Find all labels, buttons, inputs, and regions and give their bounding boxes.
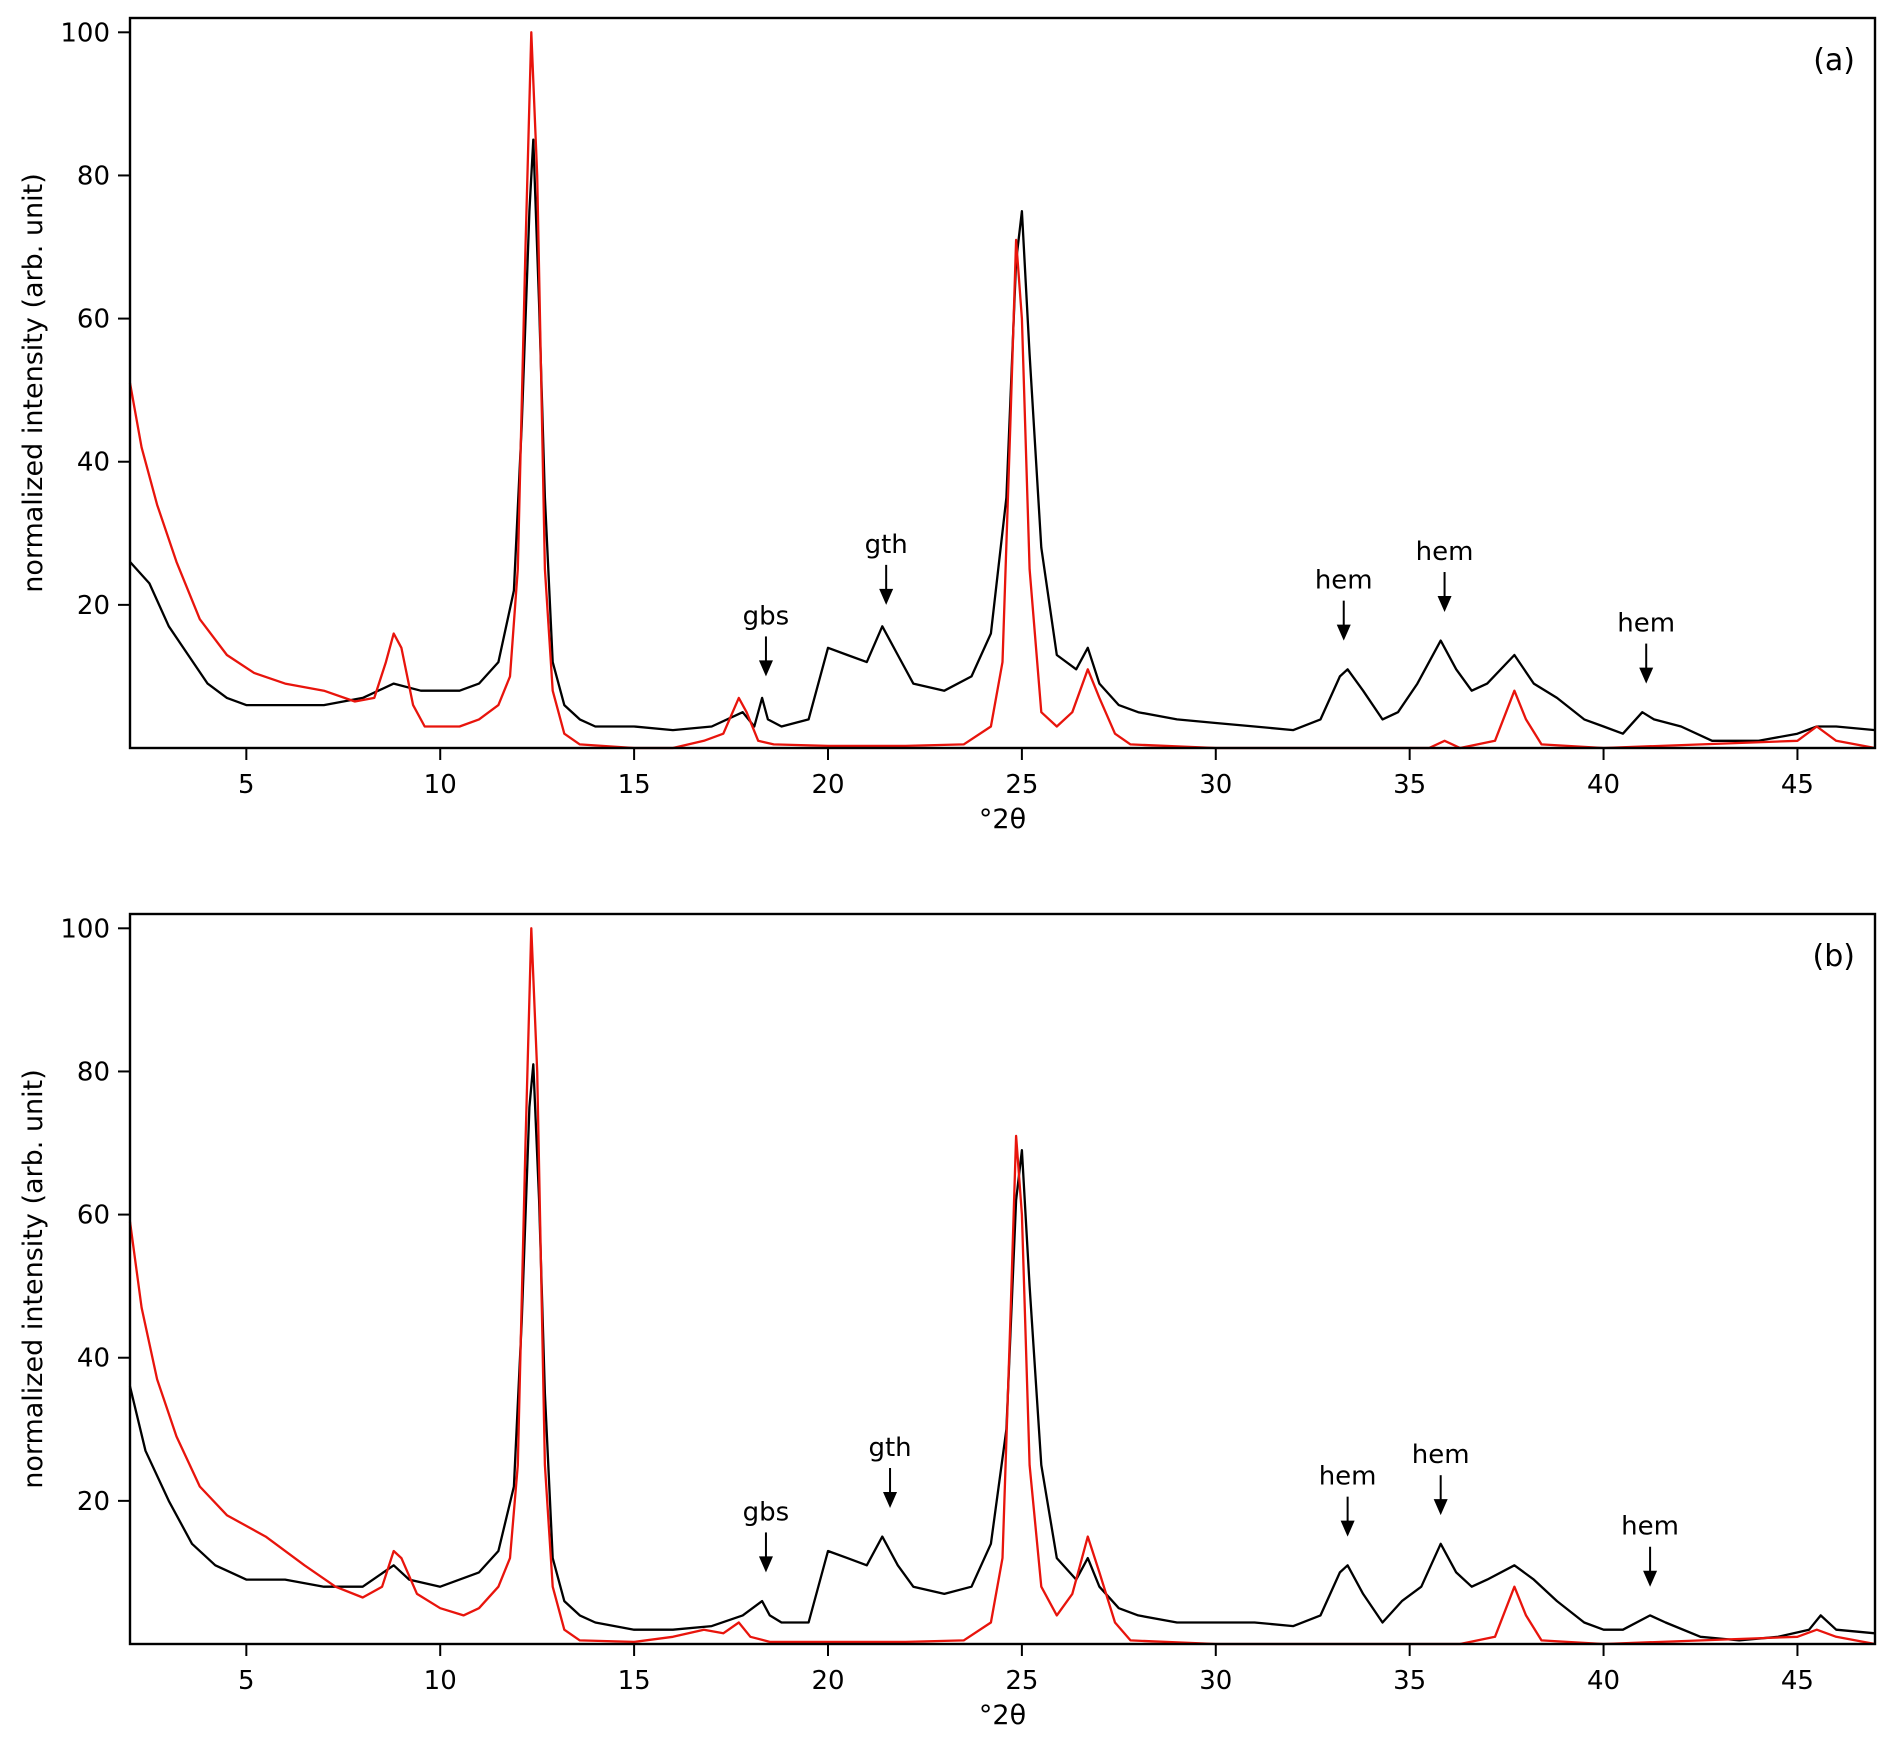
panel-b-x-tick-label: 5: [238, 1666, 255, 1696]
panel-a-y-tick-label: 80: [77, 161, 110, 191]
panel-b-annotation-label: hem: [1319, 1462, 1377, 1492]
panel-b-annotation-arrow-head: [883, 1492, 898, 1509]
panel-a-annotation-label: hem: [1416, 537, 1474, 567]
panel-b-x-tick-label: 30: [1199, 1666, 1232, 1696]
panel-b-annotation-arrow-head: [1340, 1520, 1355, 1537]
panel-b-y-tick-label: 80: [77, 1057, 110, 1087]
panel-a-x-tick-label: 5: [238, 770, 255, 800]
panel-a: 5 10 15 20 25 30 35 40 45 20 40 60 80 100 °2θ normalize…: [18, 16, 1877, 835]
panel-b-x-tick-label: 35: [1393, 1666, 1426, 1696]
panel-a-x-tick-label: 25: [1005, 770, 1038, 800]
panel-a-panel-label: (a): [1813, 43, 1855, 78]
panel-b-y-axis-label: normalized intensity (arb. unit): [18, 1069, 49, 1489]
panel-a-annotation-label: gbs: [743, 601, 790, 631]
panel-a-annotation-label: hem: [1617, 609, 1675, 639]
panel-b-y-tick-label: 20: [77, 1487, 110, 1517]
panel-a-annotation-arrow-head: [1336, 624, 1351, 641]
panel-a-annotation-label: gth: [865, 530, 908, 560]
panel-b-annotation-arrow-head: [1433, 1499, 1448, 1516]
panel-a-x-tick-label: 20: [811, 770, 844, 800]
panel-a-x-tick-label: 35: [1393, 770, 1426, 800]
panel-b-panel-label: (b): [1813, 939, 1855, 974]
panel-b-x-tick-label: 45: [1781, 1666, 1814, 1696]
panel-a-annotation-arrow-head: [879, 588, 894, 605]
panel-a-x-axis-label: °2θ: [979, 804, 1026, 835]
panel-b-plot-frame: [128, 912, 1877, 1646]
panel-b-annotation-arrow-head: [1643, 1570, 1658, 1587]
panel-b-x-tick-label: 10: [424, 1666, 457, 1696]
panel-b: 5 10 15 20 25 30 35 40 45 20 40 60 80 100 °2θ normalize…: [18, 912, 1877, 1731]
panel-a-series-red-line: [128, 31, 1876, 750]
panel-a-y-axis-label: normalized intensity (arb. unit): [18, 173, 49, 593]
panel-a-annotation-arrow-head: [1437, 596, 1452, 613]
panel-b-y-tick-label: 60: [77, 1201, 110, 1231]
panel-a-series-black-line: [129, 138, 1876, 742]
panel-a-y-tick-label: 20: [77, 591, 110, 621]
panel-b-annotation-label: hem: [1621, 1512, 1679, 1542]
panel-b-series-black-line: [128, 1063, 1876, 1642]
panel-b-annotation-label: gbs: [743, 1497, 790, 1527]
panel-a-annotation-label: hem: [1315, 566, 1373, 596]
panel-b-annotation-arrow-head: [758, 1556, 773, 1573]
panel-b-x-tick-label: 40: [1587, 1666, 1620, 1696]
panel-b-x-tick-label: 20: [811, 1666, 844, 1696]
panel-b-series-red-line: [128, 927, 1876, 1646]
panel-b-y-tick-label: 40: [77, 1344, 110, 1374]
panel-b-annotation-label: gth: [868, 1433, 911, 1463]
panel-a-x-tick-label: 15: [618, 770, 651, 800]
panel-a-x-tick-label: 10: [424, 770, 457, 800]
panel-a-x-tick-label: 30: [1199, 770, 1232, 800]
panel-b-x-tick-label: 15: [618, 1666, 651, 1696]
panel-b-annotation-label: hem: [1412, 1440, 1470, 1470]
panel-a-x-tick-label: 40: [1587, 770, 1620, 800]
panel-a-y-tick-label: 100: [60, 18, 110, 48]
panel-a-plot-frame: [128, 16, 1877, 750]
panel-a-annotation-arrow-head: [1639, 667, 1654, 684]
panel-a-y-tick-label: 60: [77, 305, 110, 335]
panel-b-y-tick-label: 100: [60, 914, 110, 944]
panel-a-x-tick-label: 45: [1781, 770, 1814, 800]
panel-b-x-axis-label: °2θ: [979, 1700, 1026, 1731]
panel-a-y-tick-label: 40: [77, 448, 110, 478]
panel-b-x-tick-label: 25: [1005, 1666, 1038, 1696]
panel-a-annotation-arrow-head: [758, 660, 773, 677]
